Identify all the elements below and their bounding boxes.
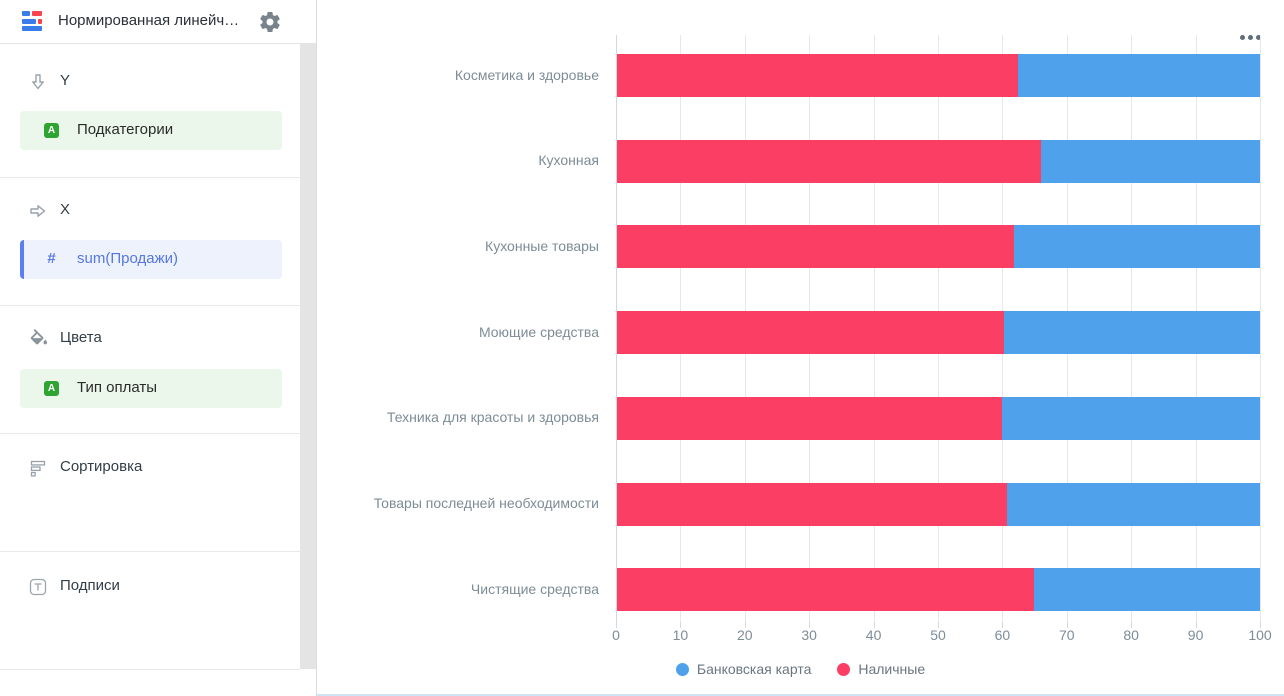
- section-label-sort: Сортировка: [60, 458, 143, 475]
- axis-tick: [1002, 622, 1004, 628]
- config-sidebar: Нормированная линейч… Y A Подкатегории X…: [0, 0, 317, 696]
- arrow-right-icon: [28, 201, 48, 221]
- dot-icon: [1256, 35, 1261, 40]
- panel-bottom-edge: [317, 694, 1284, 696]
- bar-row[interactable]: [617, 225, 1260, 269]
- x-tick-label: 0: [612, 627, 620, 643]
- field-tip-oplaty[interactable]: A Тип оплаты: [20, 369, 282, 408]
- x-tick-label: 40: [865, 627, 882, 643]
- category-label: Товары последней необходимости: [373, 495, 599, 511]
- section-divider: [0, 305, 300, 306]
- normalized-bar-chart-logo-icon: [22, 11, 44, 33]
- section-label-x: X: [60, 201, 71, 218]
- section-divider: [0, 551, 300, 552]
- paint-bucket-icon: [28, 329, 48, 349]
- page-title: Нормированная линейч…: [58, 12, 240, 29]
- legend-label: Банковская карта: [696, 661, 812, 677]
- axis-tick: [873, 622, 875, 628]
- bar-segment-card[interactable]: [1040, 139, 1260, 183]
- legend-item[interactable]: Банковская карта: [675, 661, 812, 677]
- dot-icon: [1248, 35, 1253, 40]
- sidebar-header: Нормированная линейч…: [0, 0, 316, 44]
- field-label: Тип оплаты: [77, 379, 158, 396]
- arrow-down-icon: [28, 72, 48, 92]
- bar-segment-card[interactable]: [1034, 568, 1260, 612]
- x-tick-label: 70: [1059, 627, 1075, 643]
- sidebar-scrollbar[interactable]: [300, 44, 316, 669]
- section-label-y: Y: [60, 72, 71, 89]
- category-label: Чистящие средства: [470, 580, 599, 597]
- sort-icon: [28, 458, 48, 478]
- x-tick-label: 90: [1187, 627, 1204, 643]
- bar-segment-card[interactable]: [1014, 225, 1260, 269]
- text-icon: [28, 577, 48, 597]
- gear-icon: [258, 12, 282, 38]
- axis-tick: [680, 622, 682, 628]
- axis-tick: [616, 622, 617, 628]
- category-label: Косметика и здоровье: [454, 66, 599, 83]
- x-tick-label: 20: [737, 627, 753, 643]
- field-label: Подкатегории: [77, 121, 174, 138]
- grid-line: [1260, 35, 1261, 622]
- measure-type-badge: #: [47, 250, 56, 267]
- bar-segment-card[interactable]: [1018, 54, 1260, 97]
- bar-segment-cash[interactable]: [617, 54, 1019, 97]
- axis-tick: [1131, 622, 1133, 628]
- dot-icon: [1240, 35, 1245, 40]
- legend-label: Наличные: [858, 661, 926, 677]
- category-label: Кухонные товары: [485, 237, 599, 254]
- x-tick-label: 60: [994, 627, 1011, 643]
- category-label: Кухонная: [538, 152, 599, 169]
- bar-row[interactable]: [617, 482, 1260, 526]
- axis-tick: [809, 622, 811, 628]
- axis-tick: [1260, 622, 1261, 628]
- bar-segment-cash[interactable]: [617, 225, 1015, 269]
- legend-swatch-icon: [837, 662, 851, 676]
- bar-row[interactable]: [617, 139, 1260, 183]
- bar-row[interactable]: [617, 54, 1260, 97]
- measure-accent-bar: [20, 240, 24, 279]
- bar-segment-cash[interactable]: [617, 568, 1035, 612]
- section-divider: [0, 669, 300, 670]
- bar-segment-card[interactable]: [1001, 396, 1260, 440]
- dimension-type-badge: A: [44, 123, 59, 138]
- field-label: sum(Продажи): [77, 250, 178, 267]
- bar-segment-cash[interactable]: [617, 396, 1002, 440]
- x-tick-label: 10: [672, 627, 689, 643]
- bar-segment-card[interactable]: [1004, 311, 1260, 355]
- bar-row[interactable]: [617, 311, 1260, 355]
- dimension-type-badge: A: [44, 381, 59, 396]
- bar-segment-cash[interactable]: [617, 311, 1005, 355]
- axis-tick: [938, 622, 939, 628]
- axis-tick: [1195, 622, 1197, 628]
- field-podkategorii[interactable]: A Подкатегории: [20, 111, 282, 150]
- bar-row[interactable]: [617, 568, 1260, 612]
- bar-segment-cash[interactable]: [617, 482, 1007, 526]
- x-tick-label: 50: [930, 627, 946, 643]
- y-axis-line: [616, 35, 617, 622]
- x-tick-label: 100: [1248, 627, 1272, 643]
- settings-button[interactable]: [258, 10, 282, 34]
- section-divider: [0, 177, 300, 178]
- category-label: Моющие средства: [478, 323, 599, 340]
- field-sum-prodazhi[interactable]: # sum(Продажи): [20, 240, 282, 279]
- category-label: Техника для красоты и здоровья: [386, 409, 599, 426]
- legend-item[interactable]: Наличные: [837, 661, 925, 677]
- chart-legend: Банковская карта Наличные: [317, 661, 1284, 677]
- bar-segment-cash[interactable]: [617, 139, 1041, 183]
- section-label-colors: Цвета: [60, 329, 102, 346]
- bar-segment-card[interactable]: [1006, 482, 1260, 526]
- bar-row[interactable]: [617, 396, 1260, 440]
- legend-swatch-icon: [675, 662, 689, 676]
- x-tick-label: 30: [801, 627, 817, 643]
- chart-panel: 0 10 20 30 40 50 60 70 80 90 100 Косметика и здоров…: [317, 0, 1284, 696]
- axis-tick: [744, 622, 746, 628]
- section-divider: [0, 433, 300, 434]
- x-tick-label: 80: [1123, 627, 1139, 643]
- axis-tick: [1066, 622, 1068, 628]
- section-label-labels: Подписи: [60, 577, 120, 594]
- chart-menu-button[interactable]: [1238, 33, 1263, 42]
